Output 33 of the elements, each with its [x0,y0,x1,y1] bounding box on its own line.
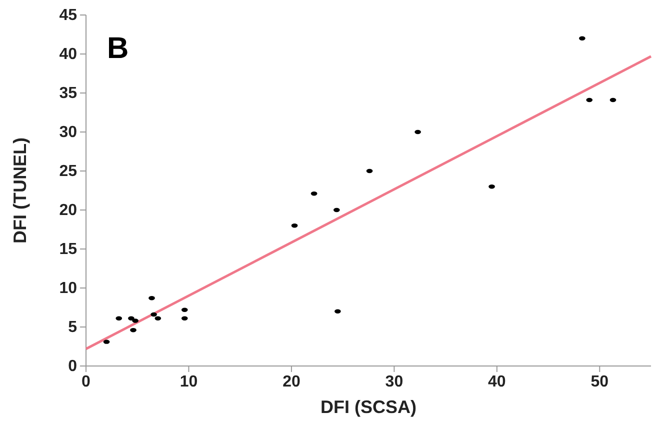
x-tick-label: 0 [82,373,91,390]
point [610,98,616,102]
point [586,98,593,102]
point [334,309,341,314]
x-axis-title: DFI (SCSA) [320,397,416,417]
point [488,184,495,189]
x-tick-label: 10 [180,373,198,390]
x-tick-label: 40 [488,373,506,390]
point [333,208,340,212]
y-tick-label: 40 [59,46,78,64]
y-tick-label: 5 [68,319,78,336]
y-tick-label: 35 [59,85,78,102]
y-tick-label: 0 [68,358,78,376]
y-tick-label: 25 [59,163,78,180]
point [291,223,298,228]
point [366,168,373,174]
y-axis-title: DFI (TUNEL) [10,138,30,244]
y-tick-label: 20 [59,202,78,220]
y-tick-label: 15 [59,241,78,258]
y-tick-label: 10 [59,280,78,298]
point [154,316,162,321]
y-tick-label: 30 [59,124,78,142]
x-tick-label: 20 [282,373,300,390]
x-tick-label: 30 [385,373,404,390]
point [116,316,122,321]
point [128,316,134,321]
y-tick-label: 45 [59,7,78,24]
point [414,130,421,134]
x-tick-label: 50 [590,373,609,390]
text: B [107,32,129,65]
point [150,312,157,317]
point [579,36,586,41]
point [181,316,188,321]
